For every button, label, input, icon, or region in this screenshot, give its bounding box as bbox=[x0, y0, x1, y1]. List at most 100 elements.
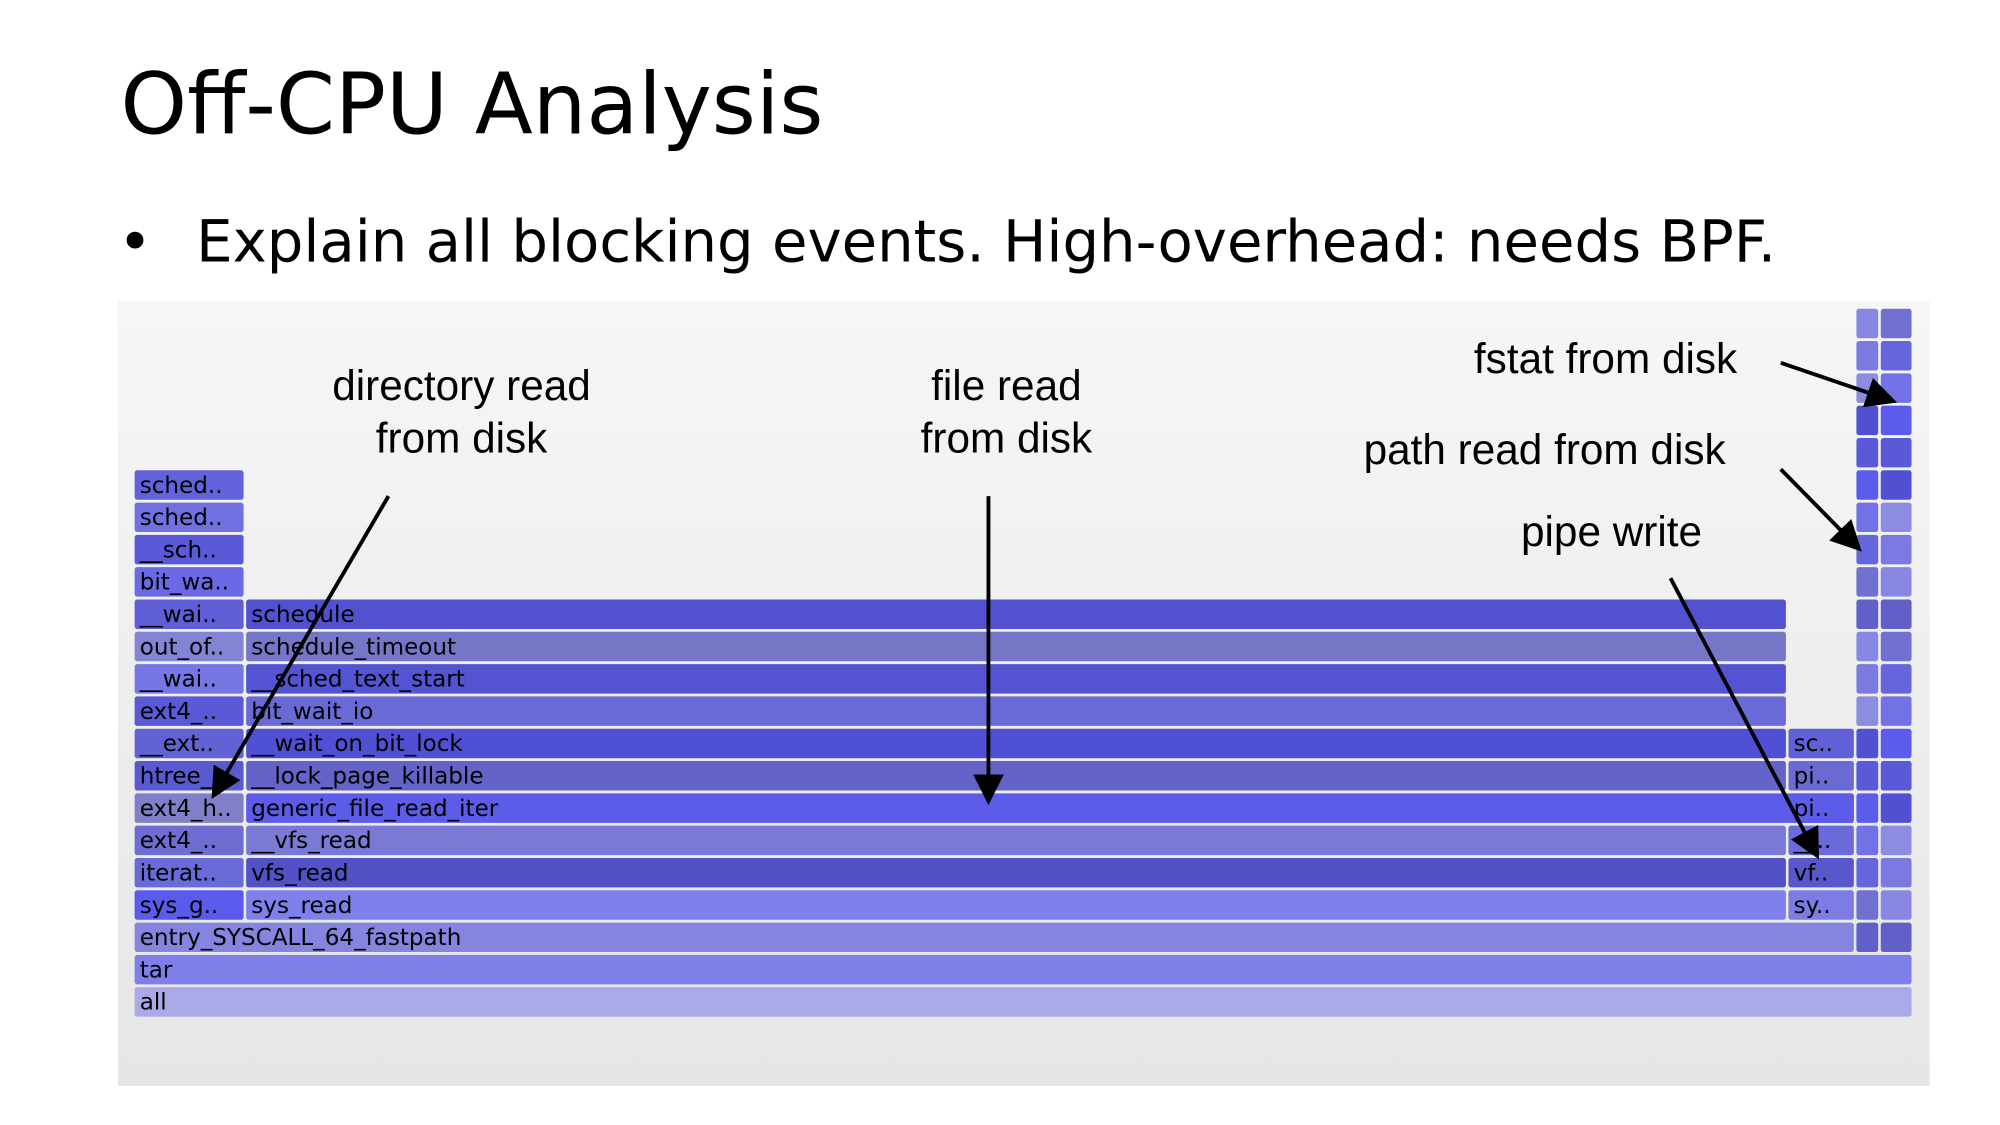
flame-graph: all tar entry_SYSCALL_64_fastpath sys_g.. sy… bbox=[134, 308, 1912, 1017]
frame-label: schedule_timeout bbox=[251, 634, 456, 660]
frame bbox=[134, 793, 244, 823]
frame-label: vf.. bbox=[1794, 860, 1829, 886]
frame bbox=[1788, 793, 1854, 823]
frame-label: ext4_h.. bbox=[140, 796, 232, 822]
frame bbox=[1788, 857, 1854, 888]
frame bbox=[1788, 890, 1854, 920]
frame-label: generic_file_read_iter bbox=[251, 796, 498, 822]
frame bbox=[134, 890, 244, 920]
frame bbox=[246, 857, 1786, 888]
small-frame bbox=[1856, 599, 1879, 629]
frame-label: all bbox=[140, 990, 167, 1016]
small-frame bbox=[1856, 728, 1879, 759]
annotation: fstat from disk bbox=[1474, 335, 1738, 382]
small-frame bbox=[1880, 599, 1912, 629]
small-frame bbox=[1880, 890, 1912, 920]
frame bbox=[134, 728, 244, 759]
frame bbox=[134, 567, 244, 597]
frame-label: ext4_.. bbox=[140, 699, 217, 725]
small-frame bbox=[1856, 405, 1879, 436]
frame-label: bit_wa.. bbox=[140, 570, 229, 596]
frame-label: ext4_.. bbox=[140, 828, 217, 854]
annotation: file read bbox=[931, 362, 1081, 409]
small-frame bbox=[1880, 534, 1912, 565]
frame bbox=[134, 664, 244, 694]
frame bbox=[246, 631, 1786, 662]
frame-label: pi.. bbox=[1794, 796, 1830, 822]
small-frame bbox=[1856, 502, 1879, 533]
frame-label: __sch.. bbox=[139, 537, 217, 563]
frame-label: __wai.. bbox=[139, 667, 217, 693]
frame bbox=[246, 825, 1786, 856]
frame-label: iterat.. bbox=[140, 860, 217, 886]
small-frame bbox=[1880, 696, 1912, 726]
small-frame bbox=[1856, 696, 1879, 726]
arrow bbox=[1779, 467, 1862, 552]
frame-label: tar bbox=[140, 957, 173, 983]
frame-label: out_of.. bbox=[140, 634, 225, 660]
frame bbox=[134, 502, 244, 533]
frame-label: sys_read bbox=[251, 893, 352, 919]
small-frame bbox=[1856, 534, 1879, 565]
frame-label: vfs_read bbox=[251, 860, 348, 886]
frame-label: __ext.. bbox=[139, 731, 214, 757]
frame bbox=[246, 696, 1786, 726]
frame-label: sched.. bbox=[140, 473, 223, 499]
small-frame bbox=[1856, 567, 1879, 597]
frame-label: __lock_page_killable bbox=[250, 764, 483, 790]
bullet-text: Explain all blocking events. High-overhe… bbox=[196, 208, 1776, 276]
frame bbox=[246, 728, 1786, 759]
small-frame bbox=[1880, 437, 1912, 468]
small-frame bbox=[1880, 922, 1912, 953]
frame bbox=[134, 954, 1912, 985]
frame bbox=[134, 825, 244, 856]
small-frame bbox=[1856, 890, 1879, 920]
frame bbox=[1788, 728, 1854, 759]
annotations: directory read from disk file read from dis… bbox=[211, 335, 1898, 860]
slide-title: Off-CPU Analysis bbox=[121, 54, 824, 153]
frame bbox=[1788, 761, 1854, 791]
frame bbox=[134, 987, 1912, 1017]
arrow bbox=[1668, 577, 1819, 860]
frame-label: __wait_on_bit_lock bbox=[250, 731, 463, 757]
frame bbox=[134, 631, 244, 662]
frame-label: sy.. bbox=[1794, 893, 1831, 919]
annotation: from disk bbox=[921, 415, 1093, 462]
frame bbox=[134, 922, 1854, 953]
frame bbox=[246, 890, 1786, 920]
frame-label: __.. bbox=[1793, 828, 1832, 854]
bullet-dot: • bbox=[118, 208, 152, 276]
arrow bbox=[1780, 361, 1898, 408]
small-frame bbox=[1880, 728, 1912, 759]
annotation: directory read bbox=[332, 362, 591, 409]
small-frame bbox=[1880, 761, 1912, 791]
frame bbox=[246, 664, 1786, 694]
frame bbox=[134, 534, 244, 565]
frame bbox=[246, 599, 1786, 629]
annotation: path read from disk bbox=[1364, 426, 1727, 473]
small-frame bbox=[1880, 341, 1912, 371]
small-frame bbox=[1880, 308, 1912, 339]
small-frame bbox=[1856, 470, 1879, 500]
small-frame bbox=[1880, 793, 1912, 823]
small-frame bbox=[1880, 567, 1912, 597]
frame bbox=[134, 696, 244, 726]
small-frame bbox=[1856, 341, 1879, 371]
small-frame bbox=[1856, 793, 1879, 823]
frame-label: sc.. bbox=[1794, 731, 1833, 757]
frame-label: entry_SYSCALL_64_fastpath bbox=[140, 925, 462, 951]
frame-label: sched.. bbox=[140, 505, 223, 531]
frame-label: bit_wait_io bbox=[251, 699, 373, 725]
small-frame bbox=[1856, 631, 1879, 662]
frame bbox=[246, 793, 1854, 823]
small-frame bbox=[1856, 664, 1879, 694]
annotation: from disk bbox=[376, 415, 548, 462]
frame-label: sys_g.. bbox=[140, 893, 219, 919]
frame-label: htree_.. bbox=[140, 764, 227, 790]
small-frame bbox=[1880, 470, 1912, 500]
small-frame bbox=[1856, 825, 1879, 856]
small-frame bbox=[1856, 857, 1879, 888]
small-frame bbox=[1880, 664, 1912, 694]
small-frame bbox=[1856, 761, 1879, 791]
